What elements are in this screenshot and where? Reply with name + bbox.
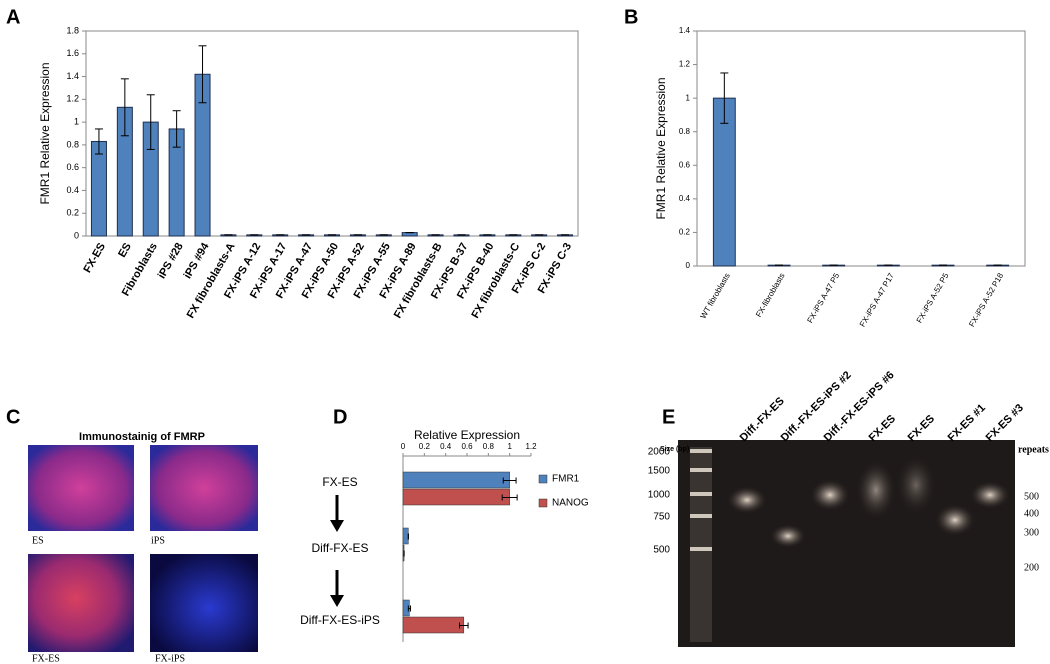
legend-label: FMR1: [552, 474, 580, 485]
y-axis-title: FMR1 Relative Expression: [38, 62, 52, 204]
x-tick-label: 1: [507, 442, 512, 451]
image-caption: FX-iPS: [155, 653, 185, 664]
image-caption: ES: [32, 535, 44, 546]
bar: [90, 140, 107, 237]
panel-letter: E: [662, 406, 675, 428]
repeat-label: 400: [1024, 508, 1039, 519]
y-tick-label: 0.2: [66, 208, 79, 218]
y-tick-label: 0.6: [66, 162, 79, 172]
lane-label: FX-ES: [906, 413, 937, 444]
micrograph: [28, 445, 134, 531]
bar: [401, 232, 418, 237]
y-tick-label: 0: [686, 261, 691, 270]
micrograph: [150, 554, 258, 652]
plot-frame: [85, 30, 579, 237]
legend-swatch: [538, 498, 548, 508]
y-tick-label: 1: [686, 93, 691, 102]
x-tick-label: 1.2: [525, 442, 537, 451]
lane-label: FX-ES #3: [984, 402, 1026, 444]
y-tick-label: Diff-FX-ES-iPS: [300, 613, 380, 627]
x-tick-label: FX-fibroblasts: [754, 272, 786, 319]
y-axis-title: FMR1 Relative Expression: [654, 77, 668, 219]
y-tick-label: 0.2: [679, 228, 691, 237]
y-tick-label: FX-ES: [322, 475, 357, 489]
y-tick-label: 1: [74, 116, 79, 126]
x-tick-label: FX-iPS A-47 P5: [805, 271, 841, 324]
y-tick-label: 0.4: [66, 185, 79, 195]
y-tick-label: 0: [74, 230, 79, 240]
lane-label: Diff.-FX-ES-iPS #2: [779, 369, 854, 444]
x-tick-label: FX-iPS A-47 P17: [858, 271, 896, 328]
image-caption: iPS: [151, 535, 165, 546]
gel: [678, 440, 1015, 647]
x-tick-label: FX-ES: [81, 241, 108, 275]
error-bar: [146, 94, 155, 150]
bar: [402, 488, 510, 506]
y-tick-label: 0.8: [66, 139, 79, 149]
x-tick-label: 0: [401, 442, 406, 451]
repeat-label: 300: [1024, 527, 1039, 538]
gel-bands: [690, 447, 1010, 642]
ladder-label: 1500: [648, 466, 671, 477]
axis-title: Size (bp): [660, 446, 689, 453]
ladder-label: 750: [653, 512, 670, 523]
ladder-label: 500: [653, 545, 670, 556]
y-tick-label: 1.4: [66, 71, 79, 81]
bar: [402, 616, 465, 634]
micrograph: [150, 445, 258, 531]
x-tick-label: FX-iPS A-52 P5: [915, 271, 951, 324]
error-bar: [172, 110, 181, 148]
lane-label: FX-ES: [867, 413, 898, 444]
x-tick-label: FX-iPS A-52 P18: [967, 271, 1005, 328]
error-bar: [501, 494, 518, 501]
y-tick-label: 0.4: [679, 194, 691, 203]
panel-letter: B: [624, 6, 638, 28]
y-tick-label: 1.2: [679, 60, 691, 69]
lane-label: FX-ES #1: [946, 402, 988, 444]
axis-title: repeats: [1018, 444, 1049, 455]
error-bar: [94, 128, 103, 155]
x-tick-label: 0.6: [461, 442, 473, 451]
panel-letter: D: [333, 406, 347, 428]
error-bar: [720, 72, 729, 124]
y-tick-label: 1.6: [66, 48, 79, 58]
y-tick-label: 1.4: [679, 26, 691, 35]
micrograph: [28, 554, 134, 652]
y-tick-label: 0.8: [679, 127, 691, 136]
x-tick-label: 0.8: [483, 442, 495, 451]
ladder-label: 2000: [648, 447, 671, 458]
bar: [402, 471, 510, 489]
x-tick-label: ES: [116, 241, 134, 260]
x-tick-label: WT fibroblasts: [699, 272, 732, 321]
error-bar: [198, 45, 207, 104]
error-bar: [407, 605, 411, 612]
legend-swatch: [538, 474, 548, 484]
repeat-label: 200: [1024, 562, 1039, 573]
panel-letter: C: [6, 406, 20, 428]
y-tick-label: 1.2: [66, 94, 79, 104]
image-caption: FX-ES: [32, 653, 60, 664]
legend-label: NANOG: [552, 498, 589, 509]
x-tick-label: 0.2: [419, 442, 431, 451]
ladder-label: 1000: [648, 490, 671, 501]
error-bar: [459, 622, 469, 629]
panel-title: Immunostainig of FMRP: [79, 431, 205, 443]
error-bar: [502, 477, 517, 484]
y-tick-label: 0.6: [679, 160, 691, 169]
y-tick-label: 1.8: [66, 25, 79, 35]
arrows: [330, 495, 344, 607]
repeat-label: 500: [1024, 491, 1039, 502]
error-bar: [120, 78, 129, 137]
bar: [402, 527, 409, 545]
plot-frame: [696, 30, 1026, 267]
x-axis-title: Relative Expression: [414, 428, 520, 442]
panel-letter: A: [6, 6, 20, 28]
y-tick-label: Diff-FX-ES: [311, 541, 368, 555]
x-tick-label: 0.4: [440, 442, 452, 451]
